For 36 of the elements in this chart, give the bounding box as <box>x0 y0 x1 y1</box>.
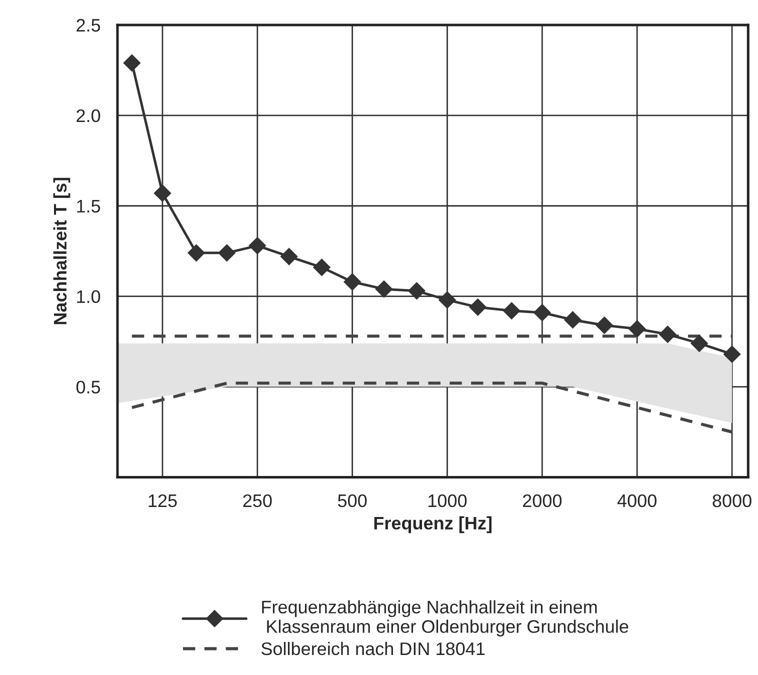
point <box>218 244 236 262</box>
point <box>438 291 456 308</box>
legend-label: Sollbereich nach DIN 18041 <box>261 642 485 656</box>
point <box>628 320 646 338</box>
x-tick-label: 500 <box>338 494 367 508</box>
x-axis-title: Frequenz [Hz] <box>374 516 492 534</box>
x-tick-label: 8000 <box>712 494 752 508</box>
point <box>344 273 361 290</box>
x-tick-label: 4000 <box>617 494 656 508</box>
point <box>408 282 426 300</box>
y-tick-label: 1.5 <box>77 200 100 213</box>
point <box>280 248 298 266</box>
x-tick-label: 2000 <box>522 494 562 508</box>
legend-label: Frequenzabhängige Nachhallzeit in einem Klassenraum einer Oldenburger Grundschule <box>262 600 628 636</box>
point <box>690 334 708 352</box>
x-tick-label: 1000 <box>428 494 467 508</box>
point <box>313 258 330 276</box>
point <box>375 280 393 298</box>
point <box>659 326 676 343</box>
point <box>534 304 551 322</box>
point <box>123 54 140 72</box>
y-tick-label: 1.0 <box>77 290 100 304</box>
point <box>188 244 205 262</box>
point <box>596 316 613 334</box>
point <box>723 346 741 363</box>
point <box>503 302 520 320</box>
point <box>564 311 582 328</box>
y-tick-label: 2.5 <box>76 18 100 32</box>
point <box>248 237 266 254</box>
y-axis-title: Nachhallzeit T [s] <box>53 178 70 324</box>
x-tick-label: 125 <box>148 494 177 508</box>
point <box>154 184 172 202</box>
point <box>469 298 486 316</box>
y-tick-label: 0.5 <box>76 380 100 394</box>
y-tick-label: 2.0 <box>76 109 100 122</box>
x-tick-label: 250 <box>243 494 272 508</box>
